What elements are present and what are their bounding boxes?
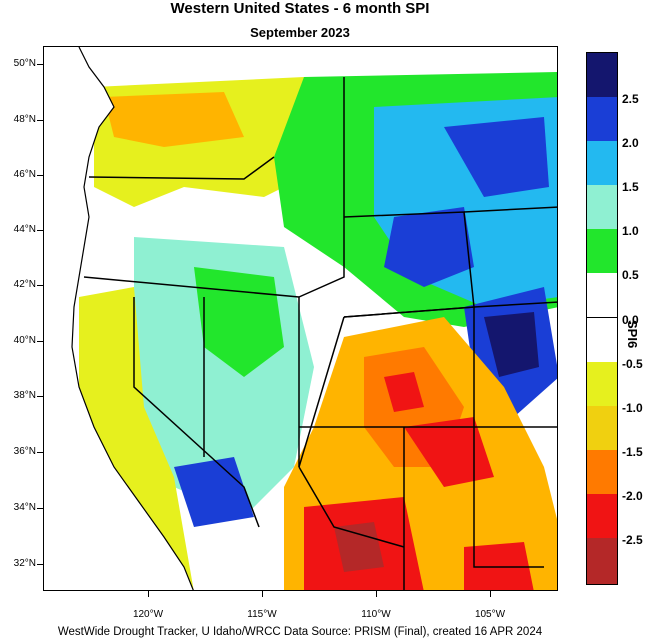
lat-tick bbox=[37, 452, 43, 453]
lon-label-115: 115°W bbox=[247, 609, 277, 620]
map-svg bbox=[71, 47, 557, 590]
legend-swatch bbox=[587, 185, 617, 229]
lat-tick bbox=[37, 508, 43, 509]
lat-tick bbox=[37, 120, 43, 121]
wet-montana bbox=[444, 117, 549, 197]
dry-new-mexico bbox=[404, 417, 494, 487]
lat-tick bbox=[37, 396, 43, 397]
legend-swatch bbox=[587, 229, 617, 273]
lon-label-120: 120°W bbox=[132, 609, 164, 620]
lat-tick bbox=[37, 175, 43, 176]
legend-label: 1.0 bbox=[622, 224, 639, 238]
legend-label: -1.0 bbox=[622, 401, 643, 415]
lat-label-50: 50°N bbox=[13, 58, 36, 69]
legend-swatch bbox=[587, 273, 617, 318]
lat-label-32: 32°N bbox=[13, 558, 36, 569]
lat-label-44: 44°N bbox=[13, 224, 36, 235]
wet-socal bbox=[174, 457, 254, 527]
lon-tick bbox=[148, 591, 149, 597]
legend-swatch bbox=[587, 141, 617, 185]
lon-tick bbox=[262, 591, 263, 597]
legend-label: 2.5 bbox=[622, 92, 639, 106]
map-subtitle: September 2023 bbox=[250, 25, 350, 40]
legend-swatch bbox=[587, 53, 617, 97]
lat-tick bbox=[37, 285, 43, 286]
legend-label: -0.5 bbox=[622, 357, 643, 371]
legend-title: SPI6 bbox=[625, 320, 640, 349]
lat-label-36: 36°N bbox=[13, 446, 36, 457]
legend-label: -2.5 bbox=[622, 533, 643, 547]
lat-label-40: 40°N bbox=[13, 335, 36, 346]
dry-california bbox=[79, 287, 194, 590]
legend-label: 1.5 bbox=[622, 180, 639, 194]
legend-label: -1.5 bbox=[622, 445, 643, 459]
dry-northwest-core bbox=[104, 92, 244, 147]
legend-label: 0.5 bbox=[622, 268, 639, 282]
lat-label-38: 38°N bbox=[13, 390, 36, 401]
map-footer: WestWide Drought Tracker, U Idaho/WRCC D… bbox=[57, 626, 543, 638]
wet-colorado-core bbox=[484, 312, 539, 377]
state-borders bbox=[83, 77, 557, 590]
dry-utah-south bbox=[384, 372, 424, 412]
map-title: Western United States - 6 month SPI bbox=[170, 0, 430, 17]
lat-tick bbox=[37, 64, 43, 65]
lon-tick bbox=[490, 591, 491, 597]
coastline bbox=[71, 47, 194, 590]
lat-label-48: 48°N bbox=[13, 114, 36, 125]
lat-label-34: 34°N bbox=[13, 502, 36, 513]
legend-swatch bbox=[587, 538, 617, 584]
spi-fill-layer bbox=[72, 47, 557, 590]
spi-map bbox=[43, 46, 558, 591]
lat-label-46: 46°N bbox=[13, 169, 36, 180]
legend-swatch bbox=[587, 318, 617, 362]
legend-swatch bbox=[587, 450, 617, 494]
legend-swatch bbox=[587, 97, 617, 141]
wet-wyoming bbox=[384, 207, 474, 287]
lon-label-105: 105°W bbox=[474, 609, 506, 620]
lon-label-110: 110°W bbox=[361, 609, 391, 620]
legend-label: 0.0 bbox=[622, 313, 639, 327]
legend-swatch bbox=[587, 362, 617, 406]
legend-swatch bbox=[587, 494, 617, 538]
dry-arizona-core bbox=[334, 522, 384, 572]
lat-label-42: 42°N bbox=[13, 279, 36, 290]
lat-tick bbox=[37, 564, 43, 565]
spi-legend bbox=[586, 52, 618, 585]
lat-tick bbox=[37, 230, 43, 231]
lon-tick bbox=[376, 591, 377, 597]
legend-label: 2.0 bbox=[622, 136, 639, 150]
legend-swatch bbox=[587, 406, 617, 450]
lat-tick bbox=[37, 341, 43, 342]
wet-idaho-south bbox=[194, 267, 284, 377]
legend-label: -2.0 bbox=[622, 489, 643, 503]
